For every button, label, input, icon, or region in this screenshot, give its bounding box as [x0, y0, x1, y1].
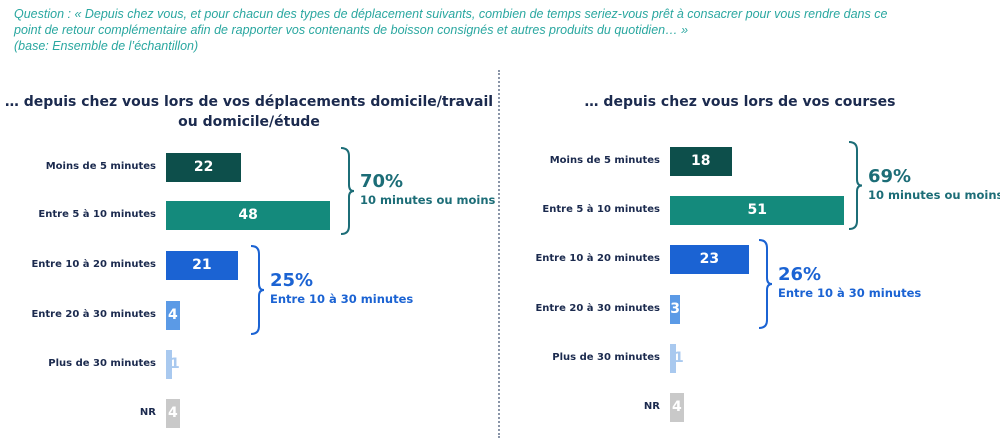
- bar: [670, 295, 681, 324]
- bar-value-label: 4: [671, 399, 682, 415]
- category-label: Plus de 30 minutes: [48, 358, 156, 369]
- category-label: NR: [139, 407, 156, 418]
- question-line-1: Question : « Depuis chez vous, et pour c…: [14, 7, 888, 21]
- category-label: Moins de 5 minutes: [549, 155, 660, 166]
- chart-1-title-line-2: ou domicile/étude: [178, 114, 320, 130]
- bar-value-label: 48: [238, 207, 258, 223]
- bar-value-label: 21: [192, 257, 212, 273]
- category-label: Moins de 5 minutes: [45, 161, 156, 172]
- question-line-2: point de retour complémentaire afin de r…: [14, 23, 689, 37]
- group-percentage: 25%: [270, 270, 314, 291]
- group-percentage: 69%: [868, 165, 912, 187]
- group-bracket: [340, 147, 355, 235]
- bar: [166, 350, 172, 379]
- bar: [670, 245, 749, 274]
- bar-value-label: 18: [691, 153, 711, 169]
- group-label: Entre 10 à 30 minutes: [270, 292, 414, 306]
- group-percentage: 26%: [778, 264, 822, 285]
- bar: [670, 196, 845, 225]
- chart-divider: [498, 70, 500, 438]
- bar: [166, 251, 238, 280]
- bar-value-label: 22: [193, 159, 214, 175]
- bar: [670, 344, 676, 373]
- bar: [166, 153, 242, 182]
- bar-value-label: 1: [674, 350, 684, 366]
- bar-value-label: 51: [747, 202, 767, 218]
- group-bracket: [758, 239, 773, 329]
- category-label: Entre 5 à 10 minutes: [38, 209, 156, 220]
- category-label: NR: [643, 401, 660, 412]
- group-bracket: [250, 245, 265, 335]
- chart-1-title: … depuis chez vous lors de vos déplaceme…: [0, 92, 498, 132]
- bar: [670, 147, 732, 176]
- bar-value-label: 1: [170, 356, 180, 372]
- bar: [166, 399, 180, 428]
- chart-1-title-line-1: … depuis chez vous lors de vos déplaceme…: [4, 94, 494, 110]
- group-bracket: [848, 141, 863, 230]
- bar: [670, 393, 684, 422]
- group-label: 10 minutes ou moins: [868, 187, 1000, 202]
- category-label: Entre 10 à 20 minutes: [31, 259, 156, 270]
- category-label: Entre 20 à 30 minutes: [31, 309, 156, 320]
- category-label: Entre 5 à 10 minutes: [542, 204, 660, 215]
- chart-2-title-line-1: … depuis chez vous lors de vos courses: [584, 94, 896, 110]
- bar-value-label: 23: [699, 251, 720, 267]
- category-label: Entre 20 à 30 minutes: [535, 303, 660, 314]
- bar-value-label: 4: [167, 307, 178, 323]
- category-label: Entre 10 à 20 minutes: [535, 253, 660, 264]
- category-label: Plus de 30 minutes: [552, 352, 660, 363]
- question-text: Question : « Depuis chez vous, et pour c…: [14, 6, 984, 54]
- bar-value-label: 4: [167, 405, 178, 421]
- bar: [166, 301, 180, 330]
- group-percentage: 70%: [360, 171, 404, 192]
- bar: [166, 201, 331, 230]
- group-label: 10 minutes ou moins: [360, 193, 496, 207]
- question-line-3: (base: Ensemble de l’échantillon): [14, 39, 199, 53]
- chart-2-title: … depuis chez vous lors de vos courses: [500, 92, 980, 112]
- group-label: Entre 10 à 30 minutes: [778, 286, 922, 300]
- bar-value-label: 3: [670, 301, 680, 317]
